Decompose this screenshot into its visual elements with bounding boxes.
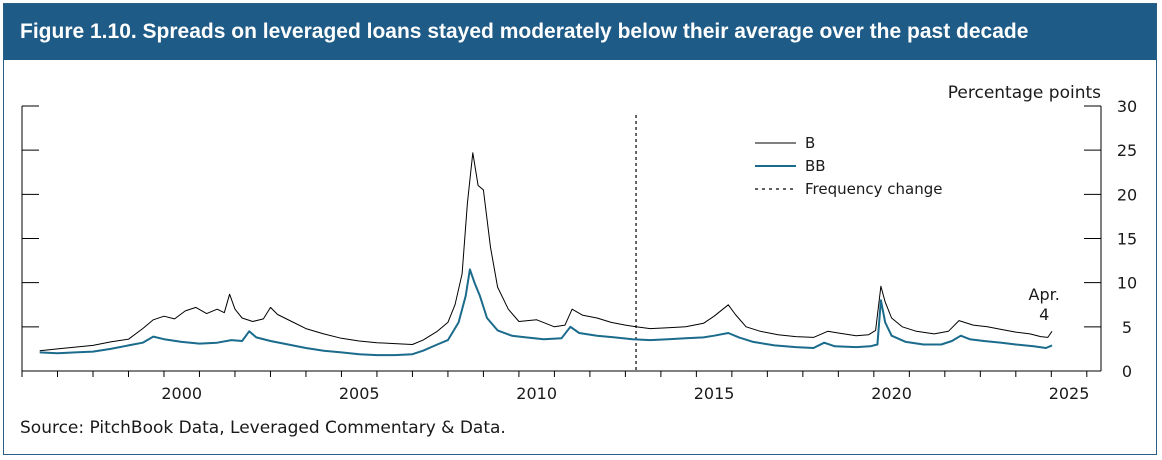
x-tick-label: 2000 bbox=[161, 384, 202, 403]
series-line-b bbox=[39, 152, 1053, 352]
x-tick-label: 2010 bbox=[516, 384, 557, 403]
source-note: Source: PitchBook Data, Leveraged Commen… bbox=[20, 418, 506, 438]
y-axis-label: Percentage points bbox=[948, 83, 1101, 103]
series-line-bb bbox=[39, 268, 1053, 357]
annotation-apr: Apr. bbox=[1029, 285, 1060, 304]
y-tick-label: 20 bbox=[1117, 185, 1137, 204]
y-tick-label: 25 bbox=[1117, 141, 1137, 160]
y-tick-label: 5 bbox=[1122, 318, 1132, 337]
legend-label-b: B bbox=[805, 134, 815, 152]
y-tick-label: 15 bbox=[1117, 230, 1137, 249]
figure-frame: Figure 1.10. Spreads on leveraged loans … bbox=[3, 3, 1157, 455]
legend-label-frequency-change: Frequency change bbox=[805, 180, 942, 198]
x-tick-label: 2020 bbox=[871, 384, 912, 403]
x-tick-label: 2005 bbox=[339, 384, 380, 403]
y-tick-label: 30 bbox=[1117, 97, 1137, 116]
figure-title: Figure 1.10. Spreads on leveraged loans … bbox=[4, 4, 1156, 60]
x-tick-label: 2025 bbox=[1049, 384, 1090, 403]
chart-area: 0 5 10 15 20 25 30 2000 2005 2010 2015 2020 2025 B BB… bbox=[4, 60, 1158, 410]
x-tick-label: 2015 bbox=[694, 384, 735, 403]
y-tick-label: 0 bbox=[1122, 362, 1132, 381]
legend-label-bb: BB bbox=[805, 157, 826, 175]
series-layer bbox=[39, 152, 1053, 357]
annotation-day: 4 bbox=[1039, 305, 1049, 324]
y-tick-label: 10 bbox=[1117, 274, 1137, 293]
